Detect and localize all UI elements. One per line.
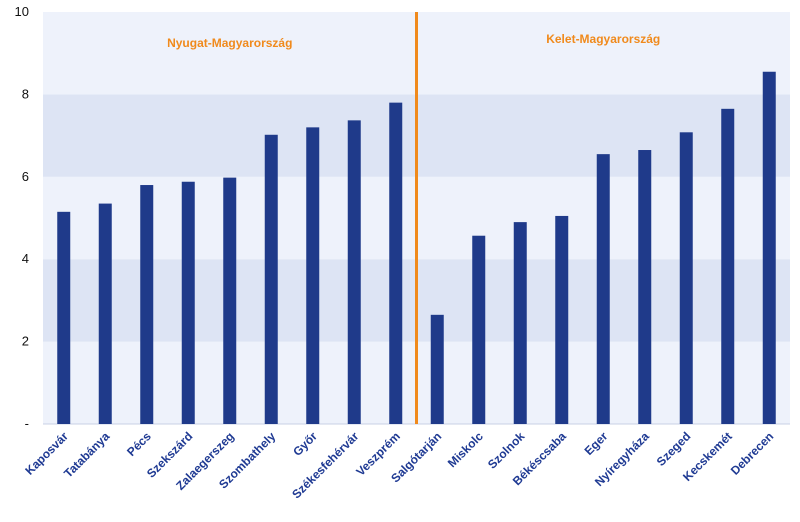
bars [57, 71, 776, 425]
y-axis: - 2 4 6 8 10 [15, 4, 29, 431]
bar [721, 108, 735, 424]
x-tick-label: Pécs [124, 429, 154, 459]
y-tick-label: 4 [22, 251, 29, 266]
y-tick-label: 10 [15, 4, 29, 19]
x-tick-label: Miskolc [445, 429, 486, 470]
bar [140, 185, 154, 424]
y-tick-label: 8 [22, 86, 29, 101]
y-tick-label: 2 [22, 334, 29, 349]
bar [98, 203, 112, 424]
x-tick-label: Győr [290, 429, 320, 459]
bar [596, 154, 610, 424]
bar [57, 211, 71, 424]
bar [264, 134, 278, 424]
bar [555, 215, 569, 424]
bar [347, 120, 361, 424]
bar [762, 71, 776, 425]
bar [430, 314, 444, 424]
bar [638, 150, 652, 424]
bar [679, 132, 693, 424]
bar [389, 102, 403, 424]
y-tick-label: - [25, 416, 29, 431]
x-tick-label: Szeged [654, 429, 694, 469]
bar [513, 222, 527, 424]
x-tick-label: Debrecen [728, 429, 777, 478]
bar [223, 177, 237, 424]
x-tick-label: Tatabánya [61, 429, 112, 480]
bar [306, 127, 320, 425]
bar [472, 235, 486, 424]
y-tick-label: 6 [22, 169, 29, 184]
region-label-west: Nyugat-Magyarország [167, 36, 292, 50]
x-tick-label: Szolnok [485, 429, 528, 472]
x-tick-label: Eger [582, 429, 611, 458]
bar [181, 181, 195, 424]
region-label-east: Kelet-Magyarország [546, 32, 660, 46]
